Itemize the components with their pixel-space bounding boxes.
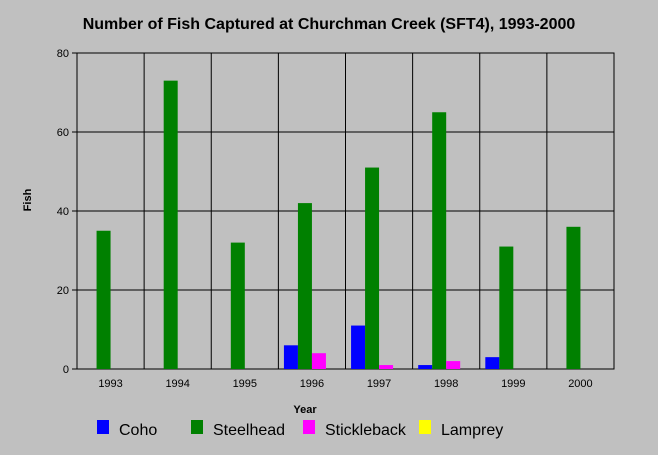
- bar-coho-1997: [351, 325, 366, 369]
- bars: [96, 80, 581, 370]
- bar-coho-1998: [418, 365, 433, 369]
- legend-swatch-lamprey: [419, 420, 431, 434]
- legend-label-steelhead: Steelhead: [213, 422, 285, 439]
- bar-steelhead-1999: [499, 246, 514, 369]
- bar-steelhead-1996: [297, 203, 312, 369]
- x-tick-label-2000: 2000: [568, 378, 592, 390]
- x-tick-label-1997: 1997: [367, 378, 391, 390]
- bar-steelhead-1995: [230, 242, 245, 369]
- chart-title: Number of Fish Captured at Churchman Cre…: [83, 16, 576, 33]
- bar-stickleback-1996: [311, 353, 326, 369]
- bar-coho-1996: [283, 345, 298, 369]
- y-tick-label-3: 60: [57, 127, 69, 139]
- y-tick-label-1: 20: [57, 285, 69, 297]
- bar-steelhead-1993: [96, 230, 111, 369]
- x-tick-label-1994: 1994: [165, 378, 189, 390]
- x-axis-label: Year: [293, 404, 317, 416]
- bar-steelhead-2000: [566, 226, 581, 369]
- y-tick-label-0: 0: [63, 364, 69, 376]
- legend-swatch-stickleback: [303, 420, 315, 434]
- legend-swatch-coho: [97, 420, 109, 434]
- bar-coho-1999: [485, 357, 500, 369]
- bar-steelhead-1998: [432, 112, 447, 369]
- bar-stickleback-1997: [379, 365, 394, 369]
- bar-steelhead-1997: [365, 167, 380, 369]
- y-axis-label: Fish: [22, 188, 34, 211]
- legend-label-coho: Coho: [119, 422, 157, 439]
- y-tick-label-2: 40: [57, 206, 69, 218]
- legend-label-lamprey: Lamprey: [441, 422, 503, 439]
- legend: Coho Steelhead Stickleback Lamprey: [97, 420, 503, 439]
- bar-steelhead-1994: [163, 80, 178, 370]
- y-tick-label-4: 80: [57, 48, 69, 60]
- bar-stickleback-1998: [446, 361, 461, 369]
- x-tick-label-1996: 1996: [300, 378, 324, 390]
- y-axis-ticks: 0 20 40 60 80: [57, 48, 77, 376]
- x-tick-label-1999: 1999: [501, 378, 525, 390]
- legend-label-stickleback: Stickleback: [325, 422, 407, 439]
- x-tick-label-1995: 1995: [233, 378, 257, 390]
- x-tick-label-1998: 1998: [434, 378, 458, 390]
- x-axis-ticks: 1993 1994 1995 1996 1997 1998 1999 2000: [98, 378, 592, 390]
- x-tick-label-1993: 1993: [98, 378, 122, 390]
- legend-swatch-steelhead: [191, 420, 203, 434]
